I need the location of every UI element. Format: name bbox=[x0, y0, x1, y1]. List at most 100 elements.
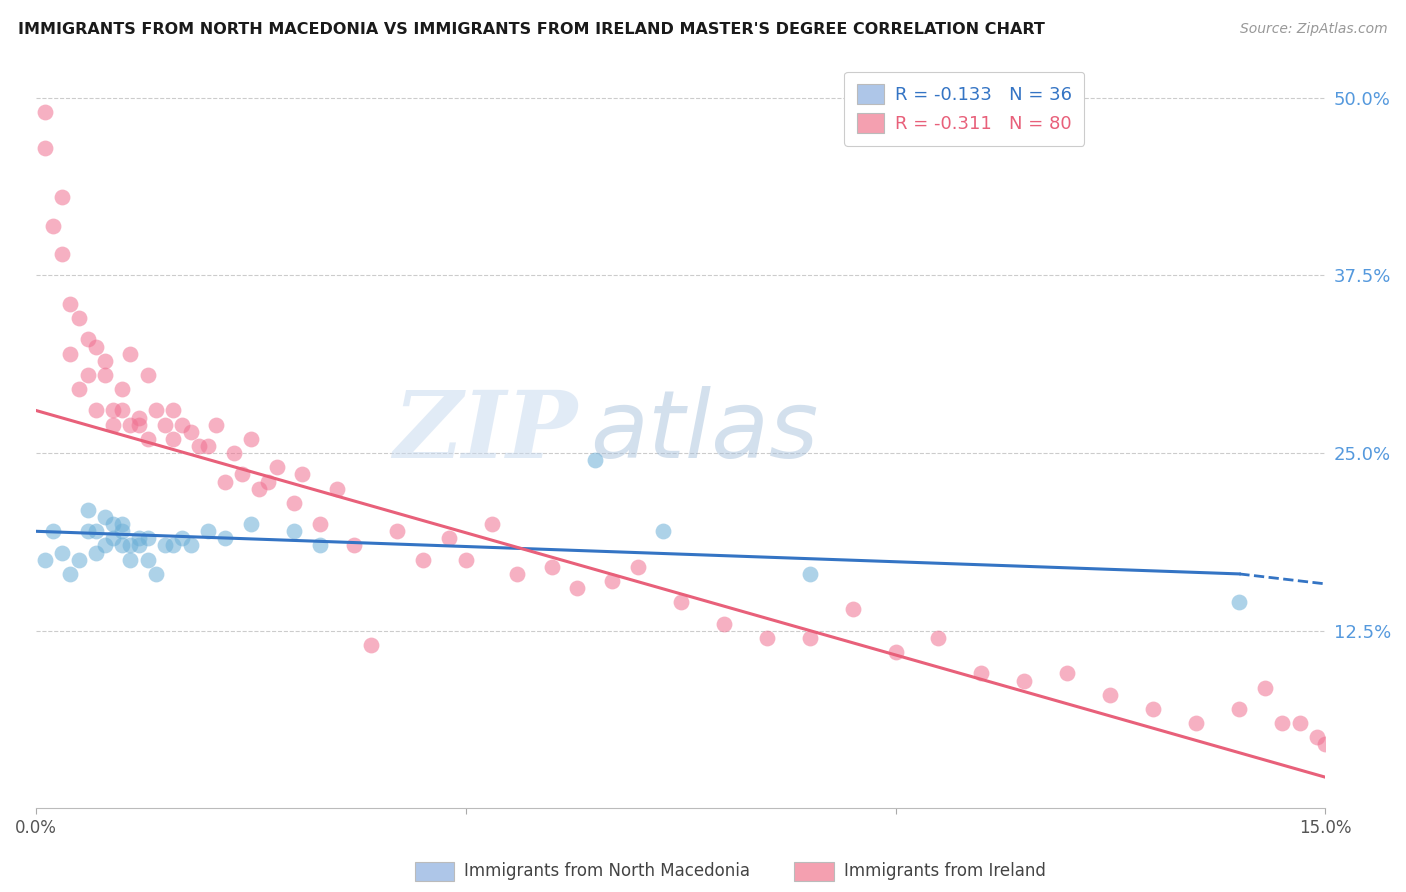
Point bbox=[1227, 702, 1250, 716]
Point bbox=[239, 432, 262, 446]
Point bbox=[93, 539, 115, 553]
Point bbox=[136, 532, 159, 546]
Point bbox=[42, 524, 65, 539]
Point bbox=[1357, 765, 1379, 780]
Point bbox=[1056, 666, 1078, 681]
Point bbox=[249, 482, 271, 496]
Point bbox=[76, 332, 98, 346]
Point bbox=[627, 559, 650, 574]
Point bbox=[1288, 716, 1310, 731]
Point bbox=[308, 517, 330, 532]
Point bbox=[162, 432, 184, 446]
Point bbox=[583, 453, 606, 467]
Point bbox=[111, 539, 134, 553]
Point bbox=[188, 439, 211, 453]
Point bbox=[67, 552, 90, 566]
Point bbox=[76, 503, 98, 517]
Point bbox=[153, 417, 176, 432]
Point bbox=[970, 666, 993, 681]
Point bbox=[540, 559, 562, 574]
Point bbox=[412, 552, 434, 566]
Point bbox=[128, 539, 150, 553]
Point bbox=[120, 552, 142, 566]
Point bbox=[1315, 738, 1337, 752]
Point bbox=[308, 539, 330, 553]
Point bbox=[385, 524, 408, 539]
Text: ZIP: ZIP bbox=[394, 387, 578, 477]
Point bbox=[162, 403, 184, 417]
Point bbox=[927, 631, 949, 645]
Text: Immigrants from Ireland: Immigrants from Ireland bbox=[844, 863, 1046, 880]
Text: IMMIGRANTS FROM NORTH MACEDONIA VS IMMIGRANTS FROM IRELAND MASTER'S DEGREE CORRE: IMMIGRANTS FROM NORTH MACEDONIA VS IMMIG… bbox=[18, 22, 1045, 37]
Point bbox=[103, 403, 125, 417]
Point bbox=[360, 638, 382, 652]
Point bbox=[239, 517, 262, 532]
Point bbox=[214, 475, 236, 489]
Point bbox=[799, 631, 821, 645]
Point bbox=[437, 532, 460, 546]
Point bbox=[567, 581, 589, 595]
Point bbox=[93, 353, 115, 368]
Point bbox=[652, 524, 675, 539]
Point bbox=[76, 368, 98, 382]
Point bbox=[283, 496, 305, 510]
Text: Source: ZipAtlas.com: Source: ZipAtlas.com bbox=[1240, 22, 1388, 37]
Point bbox=[197, 524, 219, 539]
Point bbox=[481, 517, 503, 532]
Point bbox=[755, 631, 778, 645]
Point bbox=[257, 475, 280, 489]
Point bbox=[1099, 688, 1122, 702]
Point bbox=[600, 574, 623, 588]
Point bbox=[111, 403, 134, 417]
Point bbox=[1014, 673, 1036, 688]
Point bbox=[76, 524, 98, 539]
Legend: R = -0.133   N = 36, R = -0.311   N = 80: R = -0.133 N = 36, R = -0.311 N = 80 bbox=[844, 71, 1084, 145]
Point bbox=[111, 524, 134, 539]
Point bbox=[1348, 759, 1371, 773]
Point bbox=[111, 382, 134, 396]
Point bbox=[67, 311, 90, 326]
Point bbox=[506, 566, 529, 581]
Point bbox=[51, 247, 73, 261]
Point bbox=[84, 403, 107, 417]
Point bbox=[231, 467, 253, 482]
Point bbox=[214, 532, 236, 546]
Point bbox=[34, 105, 56, 120]
Point bbox=[34, 140, 56, 154]
Text: atlas: atlas bbox=[591, 386, 818, 477]
Point bbox=[669, 595, 692, 609]
Point bbox=[1185, 716, 1208, 731]
Text: Immigrants from North Macedonia: Immigrants from North Macedonia bbox=[464, 863, 749, 880]
Point bbox=[67, 382, 90, 396]
Point bbox=[180, 425, 202, 439]
Point bbox=[291, 467, 314, 482]
Point bbox=[205, 417, 228, 432]
Point bbox=[884, 645, 907, 659]
Point bbox=[93, 368, 115, 382]
Point bbox=[180, 539, 202, 553]
Point bbox=[197, 439, 219, 453]
Point bbox=[128, 410, 150, 425]
Point bbox=[84, 546, 107, 560]
Point bbox=[103, 417, 125, 432]
Point bbox=[222, 446, 245, 460]
Point bbox=[103, 532, 125, 546]
Point bbox=[34, 552, 56, 566]
Point bbox=[266, 460, 288, 475]
Point bbox=[1271, 716, 1294, 731]
Point bbox=[136, 552, 159, 566]
Point bbox=[841, 602, 863, 616]
Point bbox=[799, 566, 821, 581]
Point bbox=[145, 566, 167, 581]
Point bbox=[283, 524, 305, 539]
Point bbox=[713, 616, 735, 631]
Point bbox=[1227, 595, 1250, 609]
Point bbox=[120, 539, 142, 553]
Point bbox=[454, 552, 477, 566]
Point bbox=[103, 517, 125, 532]
Point bbox=[93, 510, 115, 524]
Point bbox=[59, 297, 82, 311]
Point bbox=[1305, 731, 1327, 745]
Point bbox=[84, 339, 107, 353]
Point bbox=[1254, 681, 1277, 695]
